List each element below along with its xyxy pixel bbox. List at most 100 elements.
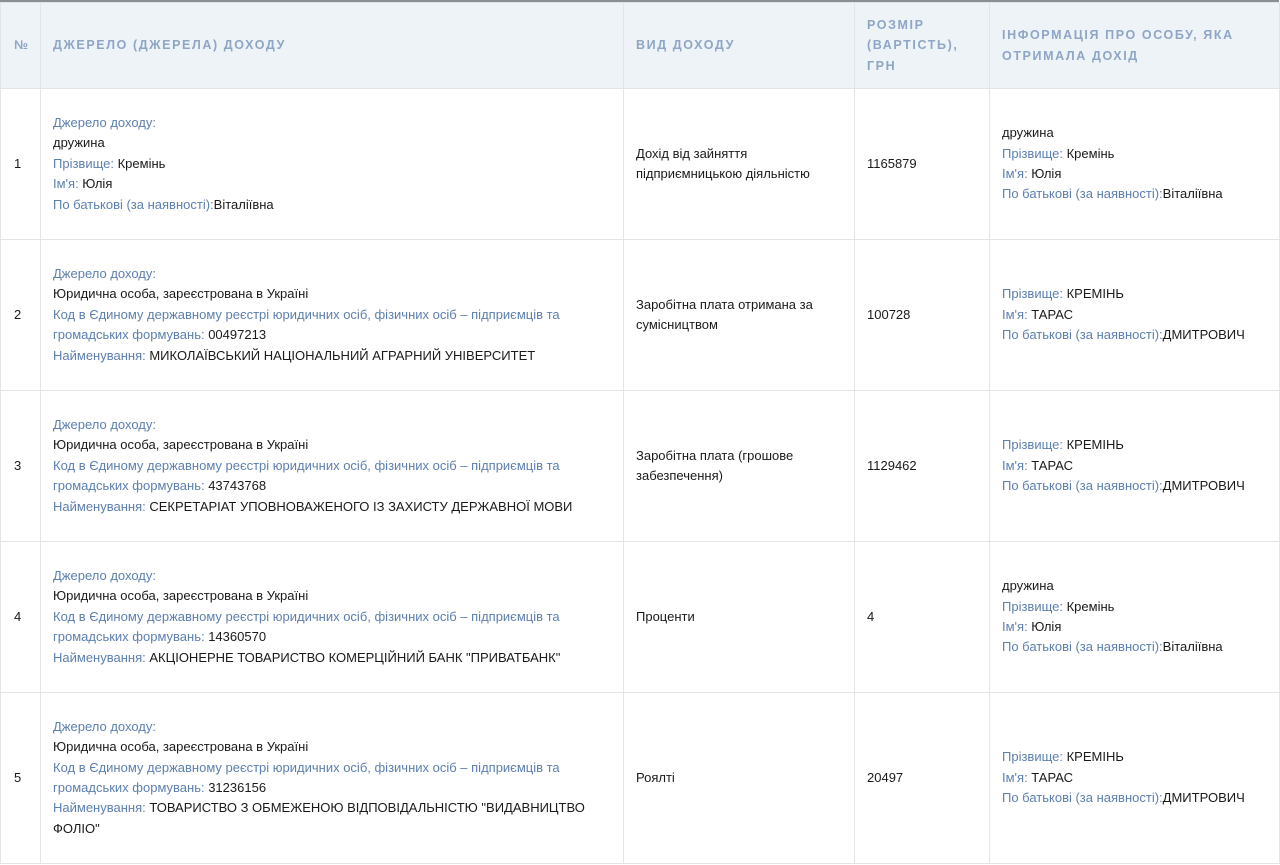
field-label: Джерело доходу:	[53, 265, 156, 281]
info-line: Юридична особа, зареєстрована в Україні	[53, 737, 611, 757]
info-line: Джерело доходу:	[53, 113, 611, 133]
table-row: 1 Джерело доходу: дружина Прізвище: Кремінь…	[0, 88, 1280, 240]
field-label: Ім'я:	[1002, 306, 1032, 322]
income-source-cell: Джерело доходу: Юридична особа, зареєстро…	[40, 390, 624, 542]
field-value: АКЦІОНЕРНЕ ТОВАРИСТВО КОМЕРЦІЙНИЙ БАНК "…	[149, 649, 561, 665]
recipient-cell: Прізвище: КРЕМІНЬ Ім'я: ТАРАС По батькові …	[989, 390, 1280, 542]
table-row: 2 Джерело доходу: Юридична особа, зареєстр…	[0, 239, 1280, 391]
field-label: Джерело доходу:	[53, 718, 156, 734]
field-label: Прізвище:	[1002, 286, 1067, 302]
info-line: дружина	[1002, 123, 1267, 143]
info-line: Ім'я: ТАРАС	[1002, 456, 1267, 476]
info-line: Юридична особа, зареєстрована в Україні	[53, 435, 611, 455]
info-line: По батькові (за наявності):ДМИТРОВИЧ	[1002, 476, 1267, 496]
field-value: Кремінь	[1066, 145, 1115, 161]
field-value: дружина	[53, 135, 105, 151]
field-label: Прізвище:	[53, 155, 118, 171]
recipient-cell: Прізвище: КРЕМІНЬ Ім'я: ТАРАС По батькові …	[989, 692, 1280, 864]
field-value: КРЕМІНЬ	[1066, 437, 1124, 453]
income-source-cell: Джерело доходу: Юридична особа, зареєстро…	[40, 541, 624, 693]
amount-cell: 20497	[854, 692, 990, 864]
field-value: СЕКРЕТАРІАТ УПОВНОВАЖЕНОГО ІЗ ЗАХИСТУ ДЕ…	[149, 498, 573, 514]
info-line: Прізвище: Кремінь	[1002, 144, 1267, 164]
info-line: Найменування: СЕКРЕТАРІАТ УПОВНОВАЖЕНОГО…	[53, 497, 611, 517]
field-label: Найменування:	[53, 347, 150, 363]
field-value: Юлія	[82, 176, 113, 192]
field-label: Код в Єдиному державному реєстрі юридичн…	[53, 608, 560, 645]
info-line: По батькові (за наявності):Віталіївна	[1002, 184, 1267, 204]
info-line: дружина	[1002, 576, 1267, 596]
field-value: ТОВАРИСТВО З ОБМЕЖЕНОЮ ВІДПОВІДАЛЬНІСТЮ …	[53, 800, 585, 836]
info-line: Джерело доходу:	[53, 566, 611, 586]
field-label: Код в Єдиному державному реєстрі юридичн…	[53, 457, 560, 494]
field-value: 43743768	[208, 478, 267, 494]
info-line: По батькові (за наявності):ДМИТРОВИЧ	[1002, 325, 1267, 345]
field-label: Прізвище:	[1002, 598, 1067, 614]
field-value: ДМИТРОВИЧ	[1162, 327, 1245, 343]
header-source: Джерело (джерела) доходу	[40, 2, 624, 89]
field-value: ТАРАС	[1031, 457, 1074, 473]
field-value: 00497213	[208, 327, 267, 343]
field-value: КРЕМІНЬ	[1066, 286, 1124, 302]
field-label: Код в Єдиному державному реєстрі юридичн…	[53, 759, 560, 795]
field-label: Ім'я:	[1002, 769, 1032, 785]
row-number: 3	[0, 390, 41, 542]
info-line: Прізвище: КРЕМІНЬ	[1002, 435, 1267, 455]
field-value: ДМИТРОВИЧ	[1162, 478, 1245, 494]
info-line: Джерело доходу:	[53, 717, 611, 737]
table-header-row: № Джерело (джерела) доходу Вид доходу Ро…	[0, 2, 1280, 89]
info-line: По батькові (за наявності):Віталіївна	[1002, 637, 1267, 657]
field-label: По батькові (за наявності):	[1002, 478, 1163, 494]
row-number: 2	[0, 239, 41, 391]
income-type-cell: Дохід від зайняття підприємницькою діяль…	[623, 88, 855, 240]
field-value: Юридична особа, зареєстрована в Україні	[53, 739, 309, 755]
info-line: Найменування: АКЦІОНЕРНЕ ТОВАРИСТВО КОМЕ…	[53, 648, 611, 668]
row-number: 4	[0, 541, 41, 693]
field-value: дружина	[1002, 125, 1054, 141]
field-value: 14360570	[208, 629, 267, 645]
field-value: Віталіївна	[1162, 639, 1223, 655]
field-value: ТАРАС	[1031, 769, 1074, 785]
income-type-cell: Заробітна плата (грошове забезпечення)	[623, 390, 855, 542]
recipient-cell: Прізвище: КРЕМІНЬ Ім'я: ТАРАС По батькові …	[989, 239, 1280, 391]
info-line: Прізвище: Кремінь	[53, 154, 611, 174]
info-line: Код в Єдиному державному реєстрі юридичн…	[53, 305, 611, 346]
field-label: Ім'я:	[1002, 166, 1032, 181]
info-line: Джерело доходу:	[53, 264, 611, 284]
info-line: Джерело доходу:	[53, 415, 611, 435]
field-value: ТАРАС	[1031, 306, 1074, 322]
field-value: Юлія	[1031, 166, 1062, 181]
table-body: 1 Джерело доходу: дружина Прізвище: Кремінь…	[0, 88, 1280, 864]
field-value: МИКОЛАЇВСЬКИЙ НАЦІОНАЛЬНИЙ АГРАРНИЙ УНІВ…	[149, 347, 536, 363]
header-recipient: Інформація про особу, яка отримала дохід	[989, 2, 1280, 89]
info-line: По батькові (за наявності):ДМИТРОВИЧ	[1002, 788, 1267, 808]
info-line: Ім'я: Юлія	[1002, 617, 1267, 637]
field-label: Прізвище:	[1002, 749, 1067, 765]
header-income-type: Вид доходу	[623, 2, 855, 89]
amount-cell: 100728	[854, 239, 990, 391]
amount-cell: 4	[854, 541, 990, 693]
amount-cell: 1165879	[854, 88, 990, 240]
info-line: Юридична особа, зареєстрована в Україні	[53, 586, 611, 606]
amount-cell: 1129462	[854, 390, 990, 542]
info-line: Прізвище: КРЕМІНЬ	[1002, 284, 1267, 304]
field-label: Найменування:	[53, 498, 150, 514]
field-value: дружина	[1002, 578, 1054, 594]
income-type-cell: Проценти	[623, 541, 855, 693]
header-amount: Розмір (вартість), грн	[854, 2, 990, 89]
field-label: Джерело доходу:	[53, 567, 156, 583]
info-line: Код в Єдиному державному реєстрі юридичн…	[53, 456, 611, 497]
row-number: 1	[0, 88, 41, 240]
row-number: 5	[0, 692, 41, 864]
field-value: Юридична особа, зареєстрована в Україні	[53, 437, 309, 453]
recipient-cell: дружина Прізвище: Кремінь Ім'я: Юлія По бат…	[989, 541, 1280, 693]
field-label: Код в Єдиному державному реєстрі юридичн…	[53, 306, 560, 343]
income-type-cell: Роялті	[623, 692, 855, 864]
info-line: Код в Єдиному державному реєстрі юридичн…	[53, 758, 611, 799]
field-value: Віталіївна	[1162, 186, 1223, 202]
info-line: Найменування: ТОВАРИСТВО З ОБМЕЖЕНОЮ ВІД…	[53, 798, 611, 839]
info-line: Прізвище: КРЕМІНЬ	[1002, 747, 1267, 767]
field-label: По батькові (за наявності):	[1002, 186, 1163, 202]
info-line: Прізвище: Кремінь	[1002, 597, 1267, 617]
